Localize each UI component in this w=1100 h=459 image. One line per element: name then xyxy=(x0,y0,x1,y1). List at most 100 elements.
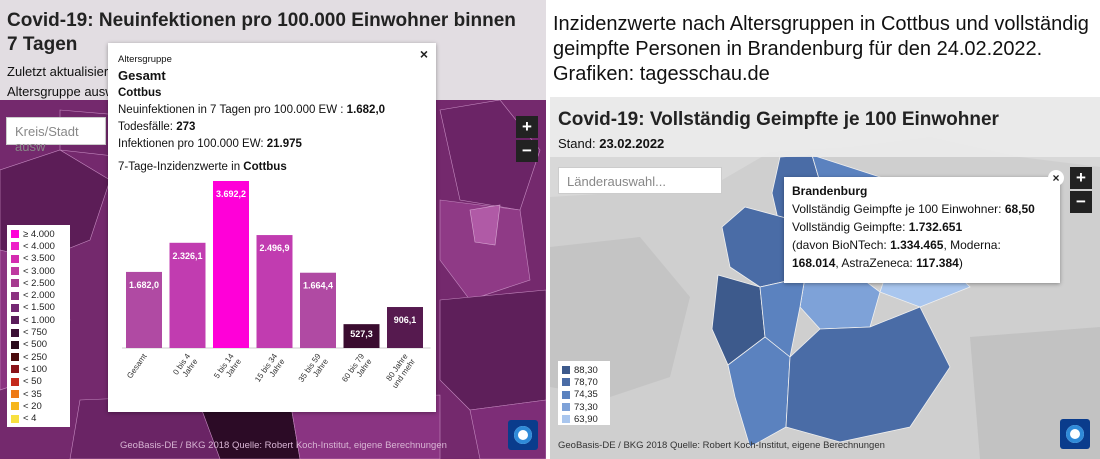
legend-label: < 4 xyxy=(23,413,37,425)
tagesschau-logo-icon xyxy=(1060,419,1090,449)
incidence-map-panel: Covid-19: Neuinfektionen pro 100.000 Ein… xyxy=(0,0,546,459)
incidence-legend-item: < 3.500 xyxy=(11,253,66,265)
category-label: Gesamt xyxy=(125,351,149,380)
legend-swatch xyxy=(11,291,19,300)
district-info-popup: × Altersgruppe Gesamt Cottbus Neuinfekti… xyxy=(108,43,436,412)
total-label: Vollständig Geimpfte: xyxy=(792,220,906,234)
chart-heading-place: Cottbus xyxy=(243,161,287,173)
detail-suffix: ) xyxy=(958,256,963,270)
legend-swatch xyxy=(11,402,19,411)
legend-swatch xyxy=(11,377,19,386)
deaths-label: Todesfälle: xyxy=(118,121,173,133)
legend-label: < 3.000 xyxy=(23,265,55,277)
legend-swatch xyxy=(11,230,19,239)
total-value: 1.732.651 xyxy=(908,220,963,234)
legend-label: 74,35 xyxy=(574,389,598,401)
tagesschau-logo-icon xyxy=(508,420,538,450)
rate-value: 68,50 xyxy=(1004,202,1035,216)
total-line: Vollständig Geimpfte: 1.732.651 xyxy=(792,218,1035,236)
legend-swatch xyxy=(562,378,570,387)
chart-bar[interactable] xyxy=(126,271,162,348)
legend-swatch xyxy=(562,415,570,424)
state-search-input[interactable]: Länderauswahl... xyxy=(558,167,722,194)
legend-label: 73,30 xyxy=(574,401,598,413)
map-header: Covid-19: Neuinfektionen pro 100.000 Ein… xyxy=(0,0,546,100)
incidence-legend-item: < 35 xyxy=(11,388,66,400)
zoom-in-button[interactable]: + xyxy=(1070,167,1092,189)
chart-heading-text: 7-Tage-Inzidenzwerte in xyxy=(118,161,241,173)
panel-divider xyxy=(546,0,550,459)
infections-line: Infektionen pro 100.000 EW: 21.975 xyxy=(118,136,302,153)
stand-line: Stand: 23.02.2022 xyxy=(558,136,664,151)
legend-swatch xyxy=(11,328,19,337)
incidence-legend-item: ≥ 4.000 xyxy=(11,228,66,240)
infections-value: 21.975 xyxy=(266,138,302,150)
state-name: Brandenburg xyxy=(792,184,868,198)
legend-label: < 2.500 xyxy=(23,277,55,289)
chart-bar[interactable] xyxy=(213,181,249,348)
incidence-value: 1.682,0 xyxy=(346,104,386,116)
rate-label: Vollständig Geimpfte je 100 Einwohner: xyxy=(792,202,1002,216)
bar-value-label: 3.692,2 xyxy=(216,189,246,199)
incidence-legend-item: < 4.000 xyxy=(11,240,66,252)
updated-label: Zuletzt aktualisiert: xyxy=(7,64,116,79)
zoom-out-button[interactable]: − xyxy=(1070,191,1092,213)
state-info-popup: × Brandenburg Vollständig Geimpfte je 10… xyxy=(784,170,1064,283)
incidence-legend: ≥ 4.000 < 4.000 < 3.500 < 3.000 < 2.500 < 2.0… xyxy=(7,225,70,427)
deaths-line: Todesfälle: 273 xyxy=(118,119,195,136)
bar-value-label: 1.682,0 xyxy=(129,280,159,290)
stand-value: 23.02.2022 xyxy=(599,136,665,151)
district-name: Cottbus xyxy=(118,87,162,99)
vaccination-legend-item: 78,70 xyxy=(562,376,606,388)
vaccination-map-panel: Covid-19: Vollständig Geimpfte je 100 Ei… xyxy=(550,97,1100,459)
legend-label: < 750 xyxy=(23,327,48,339)
state-details: Brandenburg Vollständig Geimpfte je 100 … xyxy=(792,182,1035,272)
legend-label: < 1.500 xyxy=(23,302,55,314)
bar-value-label: 1.664,4 xyxy=(303,281,333,291)
chart-heading: 7-Tage-Inzidenzwerte in Cottbus xyxy=(118,159,287,176)
bar-value-label: 527,3 xyxy=(350,329,373,339)
vaccination-legend-item: 73,30 xyxy=(562,401,606,413)
legend-label: < 4.000 xyxy=(23,240,55,252)
incidence-legend-item: < 4 xyxy=(11,412,66,424)
legend-swatch xyxy=(11,242,19,251)
incidence-line: Neuinfektionen in 7 Tagen pro 100.000 EW… xyxy=(118,102,385,119)
incidence-legend-item: < 3.000 xyxy=(11,265,66,277)
zoom-in-button[interactable]: + xyxy=(516,116,538,138)
zoom-out-button[interactable]: − xyxy=(516,140,538,162)
rate-line: Vollständig Geimpfte je 100 Einwohner: 6… xyxy=(792,200,1035,218)
legend-label: < 35 xyxy=(23,388,42,400)
legend-swatch xyxy=(11,267,19,276)
age-group-value: Gesamt xyxy=(118,68,166,83)
vaccination-legend: 88,30 78,70 74,35 73,30 63,90 xyxy=(558,361,610,425)
legend-label: ≥ 4.000 xyxy=(23,228,55,240)
close-icon[interactable]: × xyxy=(1048,170,1064,186)
district-search-input[interactable]: Kreis/Stadt ausw xyxy=(6,117,106,154)
stand-label: Stand: xyxy=(558,136,596,151)
incidence-legend-item: < 2.000 xyxy=(11,289,66,301)
legend-label: 88,30 xyxy=(574,364,598,376)
vaccination-map-title: Covid-19: Vollständig Geimpfte je 100 Ei… xyxy=(558,109,999,130)
legend-swatch xyxy=(11,340,19,349)
legend-label: < 3.500 xyxy=(23,253,55,265)
bar-value-label: 2.496,9 xyxy=(259,243,289,253)
legend-label: < 250 xyxy=(23,351,48,363)
bar-value-label: 906,1 xyxy=(394,315,417,325)
legend-label: 78,70 xyxy=(574,376,598,388)
vaccination-legend-item: 63,90 xyxy=(562,413,606,425)
chart-bar[interactable] xyxy=(169,242,206,348)
legend-swatch xyxy=(562,390,570,399)
close-icon[interactable]: × xyxy=(419,46,428,62)
chart-bar[interactable] xyxy=(256,235,293,348)
incidence-legend-item: < 100 xyxy=(11,363,66,375)
incidence-legend-item: < 1.500 xyxy=(11,302,66,314)
legend-swatch xyxy=(11,254,19,263)
map-source-footer: GeoBasis-DE / BKG 2018 Quelle: Robert Ko… xyxy=(558,440,885,451)
chart-bar[interactable] xyxy=(300,272,336,348)
chart-bar[interactable] xyxy=(387,307,423,348)
detail-prefix: (davon BioNTech: xyxy=(792,238,887,252)
legend-swatch xyxy=(11,279,19,288)
chart-bar[interactable] xyxy=(343,324,380,348)
age-group-select-label[interactable]: Altersgruppe auswä xyxy=(7,84,122,99)
incidence-bar-chart: 1.682,0 Gesamt 2.326,1 0 bis 4Jahre 3.692,2 5… xyxy=(122,181,431,390)
